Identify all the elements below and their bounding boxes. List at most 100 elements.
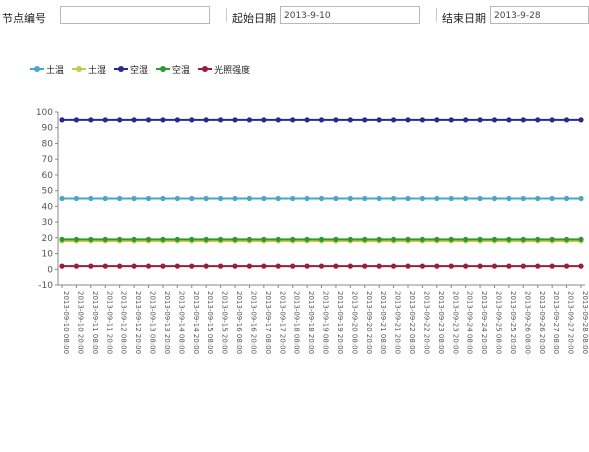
y-tick-label: -10 <box>38 281 53 291</box>
legend-item[interactable]: 光照强度 <box>198 62 250 76</box>
data-point <box>160 117 166 123</box>
x-tick-label: 2013-09-22 20:00 <box>422 291 430 354</box>
data-point <box>419 263 426 269</box>
data-point <box>318 263 325 269</box>
data-point <box>145 117 152 123</box>
data-point <box>203 236 209 242</box>
x-tick-label: 2013-09-17 20:00 <box>278 291 286 354</box>
data-point <box>131 263 137 269</box>
data-point <box>59 263 65 269</box>
y-tick-label: 60 <box>42 171 54 181</box>
x-tick-label: 2013-09-24 20:00 <box>480 291 488 354</box>
data-point <box>304 263 310 269</box>
legend-label: 空湿 <box>130 65 149 76</box>
data-point <box>275 195 281 202</box>
data-point <box>174 263 180 269</box>
data-point <box>117 236 123 242</box>
x-tick-label: 2013-09-26 20:00 <box>538 291 546 354</box>
data-point <box>304 236 310 242</box>
data-point <box>290 195 296 202</box>
data-point <box>59 195 65 202</box>
data-point <box>535 263 541 269</box>
data-point <box>261 236 267 242</box>
data-point <box>117 263 123 269</box>
data-point <box>448 236 454 242</box>
x-tick-label: 2013-09-23 08:00 <box>437 291 445 354</box>
data-point <box>73 195 80 202</box>
y-tick-label: 100 <box>36 108 53 118</box>
data-point <box>88 195 94 202</box>
data-point <box>102 236 108 242</box>
start-date-label: 起始日期 <box>232 12 276 25</box>
data-point <box>463 195 469 202</box>
x-tick-label: 2013-09-16 20:00 <box>249 291 257 354</box>
data-point <box>102 117 108 123</box>
x-tick-label: 2013-09-10 08:00 <box>62 291 70 354</box>
data-point <box>463 236 469 242</box>
data-point <box>405 195 411 202</box>
data-point <box>275 117 281 123</box>
data-point <box>217 117 224 123</box>
data-point <box>463 263 469 269</box>
data-point <box>246 117 253 123</box>
end-date-input[interactable]: 2013-9-28 <box>490 6 589 24</box>
y-tick-label: 30 <box>42 218 54 228</box>
x-tick-label: 2013-09-21 20:00 <box>394 291 402 354</box>
data-point <box>477 117 483 123</box>
legend-item[interactable]: 空温 <box>156 62 190 76</box>
data-point <box>405 236 411 242</box>
start-date-input[interactable]: 2013-9-10 <box>280 6 420 24</box>
chart-legend: 土温 土湿 空湿 空温 光照强度 <box>30 62 250 76</box>
data-point <box>73 263 80 269</box>
legend-item[interactable]: 土温 <box>30 62 64 76</box>
data-point <box>563 117 570 123</box>
data-point <box>131 236 137 242</box>
data-point <box>102 263 108 269</box>
data-point <box>290 236 296 242</box>
node-id-input[interactable] <box>60 6 210 24</box>
y-tick-label: 50 <box>42 187 54 197</box>
x-tick-label: 2013-09-22 08:00 <box>408 291 416 354</box>
y-tick-label: 90 <box>42 124 54 134</box>
data-point <box>88 117 94 123</box>
data-point <box>491 117 498 123</box>
data-point <box>390 236 397 242</box>
data-point <box>491 236 498 242</box>
data-point <box>578 117 584 123</box>
data-point <box>73 117 80 123</box>
legend-item[interactable]: 土湿 <box>72 62 106 76</box>
legend-label: 土温 <box>46 65 65 76</box>
data-point <box>189 117 195 123</box>
data-point <box>362 195 368 202</box>
x-tick-label: 2013-09-15 08:00 <box>206 291 214 354</box>
data-point <box>160 195 166 202</box>
toolbar-separator <box>436 8 437 22</box>
data-point <box>376 236 382 242</box>
x-tick-label: 2013-09-14 08:00 <box>177 291 185 354</box>
x-tick-label: 2013-09-19 08:00 <box>322 291 330 354</box>
x-tick-label: 2013-09-14 20:00 <box>192 291 200 354</box>
legend-item[interactable]: 空湿 <box>114 62 148 76</box>
data-point <box>362 117 368 123</box>
x-tick-label: 2013-09-23 20:00 <box>451 291 459 354</box>
data-point <box>578 263 584 269</box>
x-tick-label: 2013-09-19 20:00 <box>336 291 344 354</box>
legend-swatch <box>156 66 171 72</box>
data-point <box>520 236 526 242</box>
data-point <box>232 263 238 269</box>
data-point <box>318 195 325 202</box>
data-point <box>203 117 209 123</box>
data-point <box>448 117 454 123</box>
data-point <box>333 263 339 269</box>
data-point <box>174 195 180 202</box>
legend-label: 光照强度 <box>214 65 251 76</box>
data-point <box>160 236 166 242</box>
data-point <box>419 236 426 242</box>
data-point <box>333 117 339 123</box>
data-point <box>477 236 483 242</box>
y-tick-label: 40 <box>42 202 54 212</box>
data-point <box>59 117 65 123</box>
data-point <box>246 195 253 202</box>
y-tick-label: 10 <box>42 250 54 260</box>
filter-toolbar: 节点编号 起始日期 2013-9-10 结束日期 2013-9-28 <box>0 0 589 34</box>
